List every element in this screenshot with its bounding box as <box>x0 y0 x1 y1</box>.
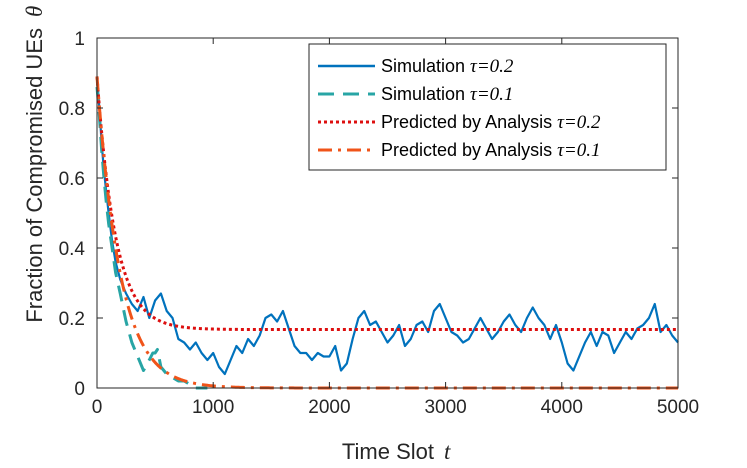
legend-label-3: Predicted by Analysis τ=0.2 <box>381 112 601 133</box>
series-line-3 <box>95 76 679 332</box>
legend-param-4: τ=0.1 <box>557 140 600 161</box>
legend-param-1: τ=0.2 <box>470 56 514 77</box>
y-axis-title-group: Fraction of Compromised UEs θ <box>22 6 47 323</box>
x-axis-title: Time Slot <box>342 439 434 464</box>
y-tick-label: 0.6 <box>59 169 85 190</box>
y-axis-symbol: θ <box>22 6 47 17</box>
x-tick-label: 2000 <box>308 397 350 418</box>
y-tick-label: 0.2 <box>59 309 85 330</box>
x-axis-symbol: t <box>444 439 451 464</box>
y-tick-label: 0.4 <box>59 239 86 260</box>
y-tick-label: 1 <box>74 29 85 50</box>
legend-param-2: τ=0.1 <box>470 84 513 105</box>
legend-label-2: Simulation τ=0.1 <box>381 84 513 105</box>
x-tick-label: 4000 <box>541 397 583 418</box>
tick-layer: 0 1000 2000 3000 4000 5000 0 0.2 0.4 0.6 0.8 1 <box>59 29 700 418</box>
plot-frame <box>96 37 679 389</box>
x-tick-label: 5000 <box>657 397 699 418</box>
series-line-1 <box>95 76 679 376</box>
legend-label-1: Simulation τ=0.2 <box>381 56 514 77</box>
x-tick-label: 3000 <box>424 397 466 418</box>
y-tick-label: 0 <box>74 379 85 400</box>
x-tick-label: 1000 <box>192 397 234 418</box>
legend-items: Simulation τ=0.2 Simulation τ=0.1 Predicte… <box>318 56 601 161</box>
y-axis-title: Fraction of Compromised UEs <box>22 28 47 323</box>
legend-label-4: Predicted by Analysis τ=0.1 <box>381 140 600 161</box>
y-tick-label: 0.8 <box>59 99 85 120</box>
legend-param-3: τ=0.2 <box>557 112 601 133</box>
legend: Simulation τ=0.2 Simulation τ=0.1 Predicte… <box>308 43 667 171</box>
x-tick-label: 0 <box>92 397 103 418</box>
